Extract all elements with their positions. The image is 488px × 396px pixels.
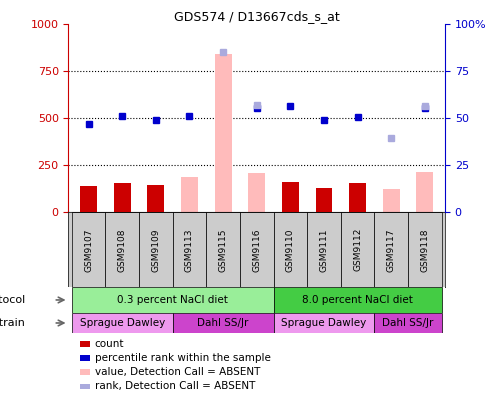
Text: GSM9112: GSM9112 [352,228,361,271]
Bar [80,356,90,361]
Bar [147,185,164,212]
Text: GSM9111: GSM9111 [319,228,328,272]
Text: Dahl SS/Jr: Dahl SS/Jr [382,318,433,328]
Bar [315,188,332,212]
Bar [172,212,206,287]
Text: GSM9117: GSM9117 [386,228,395,272]
Bar [139,212,172,287]
Text: strain: strain [0,318,25,328]
Bar [80,186,97,212]
Text: GSM9110: GSM9110 [285,228,294,272]
Bar [306,212,340,287]
Text: GSM9108: GSM9108 [118,228,126,272]
Bar [72,212,105,287]
Text: value, Detection Call = ABSENT: value, Detection Call = ABSENT [95,367,260,377]
Text: GSM9109: GSM9109 [151,228,160,272]
Text: GSM9113: GSM9113 [184,228,194,272]
Bar [382,190,399,212]
Text: Sprague Dawley: Sprague Dawley [80,318,164,328]
Bar [80,384,90,389]
Bar [340,212,374,287]
Bar [374,212,407,287]
Text: protocol: protocol [0,295,25,305]
Text: count: count [95,339,124,349]
Text: rank, Detection Call = ABSENT: rank, Detection Call = ABSENT [95,381,255,391]
Bar [114,183,130,212]
Text: percentile rank within the sample: percentile rank within the sample [95,353,270,363]
Bar [273,287,441,312]
Bar [214,54,231,212]
Bar [407,212,441,287]
Bar [72,312,172,333]
Text: GSM9115: GSM9115 [218,228,227,272]
Bar [80,369,90,375]
Text: Dahl SS/Jr: Dahl SS/Jr [197,318,248,328]
Bar [248,173,264,212]
Bar [374,312,441,333]
Text: GSM9118: GSM9118 [420,228,428,272]
Text: 0.3 percent NaCl diet: 0.3 percent NaCl diet [117,295,227,305]
Bar [80,341,90,346]
Title: GDS574 / D13667cds_s_at: GDS574 / D13667cds_s_at [174,10,339,23]
Bar [416,171,432,212]
Bar [282,182,298,212]
Text: GSM9116: GSM9116 [252,228,261,272]
Bar [206,212,240,287]
Bar [181,177,198,212]
Bar [273,212,306,287]
Bar [348,183,365,212]
Bar [172,312,273,333]
Bar [240,212,273,287]
Text: Sprague Dawley: Sprague Dawley [281,318,366,328]
Bar [273,312,374,333]
Bar [105,212,139,287]
Text: GSM9107: GSM9107 [84,228,93,272]
Bar [72,287,273,312]
Text: 8.0 percent NaCl diet: 8.0 percent NaCl diet [302,295,412,305]
